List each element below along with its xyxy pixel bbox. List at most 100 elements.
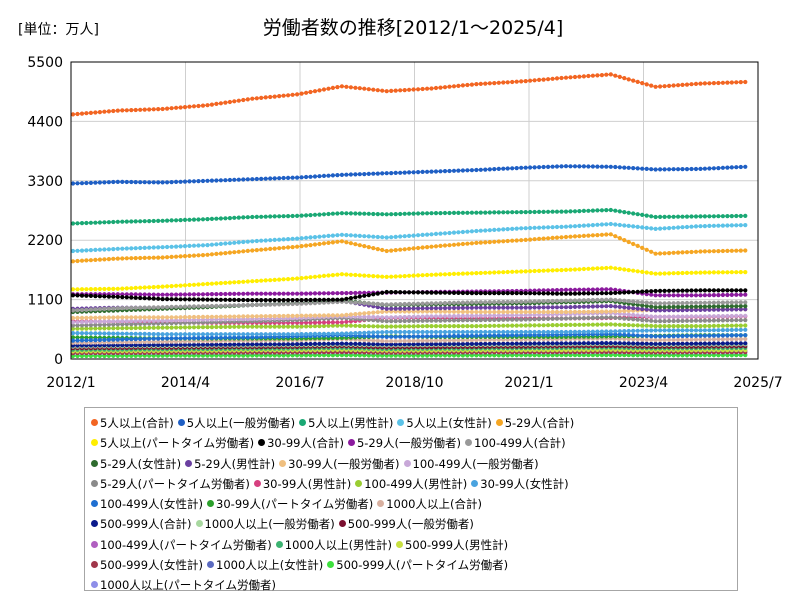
data-point bbox=[662, 301, 667, 306]
data-point bbox=[738, 304, 743, 309]
data-point bbox=[174, 297, 179, 302]
data-point bbox=[326, 353, 331, 358]
data-point bbox=[138, 180, 143, 185]
data-point bbox=[156, 218, 161, 223]
data-point bbox=[191, 243, 197, 248]
data-point bbox=[586, 164, 591, 169]
data-point bbox=[196, 342, 201, 347]
data-point bbox=[317, 212, 322, 217]
data-point bbox=[254, 238, 259, 244]
data-point bbox=[416, 314, 421, 319]
data-point bbox=[335, 331, 340, 336]
data-point bbox=[236, 280, 241, 285]
data-point bbox=[725, 300, 730, 305]
data-point bbox=[631, 299, 636, 304]
data-point bbox=[519, 269, 524, 274]
data-point bbox=[684, 250, 690, 255]
data-point bbox=[187, 315, 192, 320]
data-point bbox=[308, 213, 313, 218]
data-point bbox=[568, 322, 573, 327]
data-point bbox=[245, 342, 250, 347]
data-point bbox=[304, 332, 309, 337]
data-point bbox=[111, 319, 116, 324]
data-point bbox=[711, 328, 717, 333]
data-point bbox=[626, 316, 631, 321]
data-point bbox=[178, 254, 183, 259]
data-point bbox=[537, 353, 542, 358]
data-point bbox=[684, 304, 690, 309]
data-point bbox=[680, 301, 685, 306]
data-point bbox=[129, 286, 134, 291]
data-point bbox=[617, 209, 622, 214]
data-point bbox=[353, 272, 358, 278]
data-point bbox=[357, 172, 362, 177]
data-point bbox=[572, 298, 578, 303]
data-point bbox=[510, 305, 515, 310]
data-point bbox=[304, 213, 309, 218]
data-point bbox=[348, 331, 353, 336]
data-point bbox=[667, 334, 672, 339]
data-point bbox=[644, 289, 649, 294]
data-point bbox=[223, 216, 228, 221]
data-point bbox=[254, 291, 259, 296]
data-point bbox=[196, 325, 201, 330]
data-point bbox=[241, 239, 246, 245]
data-point bbox=[402, 274, 407, 279]
data-point bbox=[254, 302, 259, 307]
data-point bbox=[402, 247, 407, 252]
data-point bbox=[729, 323, 734, 328]
data-point bbox=[344, 272, 349, 277]
data-point bbox=[236, 177, 241, 182]
data-point bbox=[546, 164, 551, 169]
data-point bbox=[689, 166, 694, 172]
data-point bbox=[568, 224, 573, 229]
data-point bbox=[124, 219, 129, 224]
data-point bbox=[546, 329, 551, 335]
data-point bbox=[97, 315, 102, 320]
data-point bbox=[734, 270, 739, 275]
data-point bbox=[120, 295, 125, 300]
data-point bbox=[514, 226, 519, 231]
data-point bbox=[599, 287, 605, 292]
data-point bbox=[375, 353, 380, 358]
data-point bbox=[142, 339, 147, 344]
data-point bbox=[662, 334, 667, 339]
data-point bbox=[662, 84, 667, 89]
legend-marker bbox=[91, 581, 98, 589]
data-point bbox=[622, 316, 627, 321]
data-point bbox=[743, 323, 748, 328]
data-point bbox=[635, 337, 640, 342]
data-point bbox=[384, 89, 389, 94]
data-point bbox=[604, 341, 609, 346]
data-point bbox=[142, 296, 147, 301]
data-point bbox=[371, 338, 376, 343]
data-point bbox=[554, 164, 560, 169]
data-point bbox=[281, 353, 286, 358]
data-point bbox=[684, 314, 690, 319]
data-point bbox=[469, 309, 474, 315]
data-point bbox=[707, 223, 712, 228]
data-point bbox=[393, 170, 398, 175]
data-point bbox=[272, 214, 277, 219]
data-point bbox=[147, 325, 152, 330]
data-point bbox=[689, 249, 694, 255]
data-point bbox=[519, 291, 524, 296]
data-point bbox=[523, 329, 528, 335]
data-point bbox=[631, 166, 636, 171]
data-point bbox=[649, 214, 654, 219]
data-point bbox=[191, 217, 197, 222]
data-point bbox=[389, 302, 394, 307]
data-point bbox=[174, 105, 179, 110]
data-point bbox=[478, 240, 483, 245]
data-point bbox=[380, 324, 385, 329]
data-point bbox=[250, 96, 255, 101]
data-point bbox=[295, 244, 300, 249]
data-point bbox=[465, 341, 470, 346]
data-point bbox=[702, 300, 708, 305]
data-point bbox=[312, 212, 318, 217]
data-point bbox=[366, 245, 371, 250]
data-point bbox=[707, 249, 712, 254]
data-point bbox=[429, 301, 434, 306]
data-point bbox=[581, 291, 587, 296]
